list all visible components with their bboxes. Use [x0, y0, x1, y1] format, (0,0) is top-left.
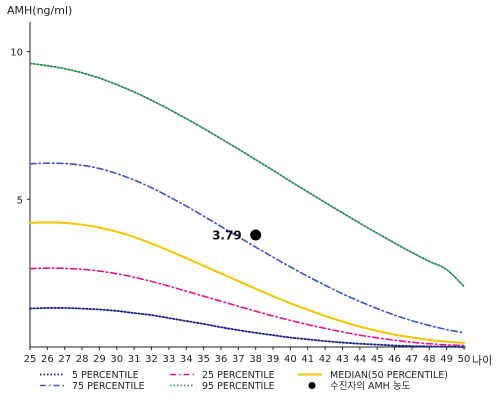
- x-tick-label: 38: [249, 354, 262, 365]
- x-tick-label: 36: [215, 354, 228, 365]
- patient-amh-point: [250, 229, 262, 241]
- legend: 5 PERCENTILE 25 PERCENTILE MEDIAN(50 PERCE…: [40, 370, 448, 392]
- x-axis-title: 나이: [472, 354, 492, 367]
- x-tick-label: 25: [24, 354, 37, 365]
- series-line-1: [29, 267, 465, 347]
- x-tick-label: 29: [93, 354, 106, 365]
- axes: 25 26 27 28 29 30 31 32 33 34 35 36 37 38 39 40 41 42 43 44…: [10, 22, 470, 365]
- x-tick-label: 44: [353, 354, 366, 365]
- x-tick-label: 27: [58, 354, 71, 365]
- x-tick-label: 26: [41, 354, 54, 365]
- legend-marker-label: 수진자의 AMH 농도: [330, 381, 411, 392]
- series-line-0: [29, 307, 465, 348]
- x-tick-label: 30: [110, 354, 123, 365]
- legend-label-4: 95 PERCENTILE: [202, 381, 275, 392]
- x-tick-label: 42: [319, 354, 332, 365]
- y-tick-label: 10: [10, 48, 23, 59]
- x-tick-label: 45: [371, 354, 384, 365]
- x-tick-label: 34: [180, 354, 193, 365]
- x-tick-label: 39: [267, 354, 280, 365]
- x-tick-label: 32: [145, 354, 158, 365]
- series-line-3: [29, 162, 465, 334]
- x-tick-label: 41: [301, 354, 314, 365]
- y-axis-title: AMH(ng/ml): [7, 4, 72, 17]
- x-tick-label: 49: [440, 354, 453, 365]
- x-tick-label: 50: [458, 354, 471, 365]
- series-line-4: [29, 62, 465, 288]
- x-tick-label: 47: [406, 354, 419, 365]
- x-tick-label: 28: [76, 354, 89, 365]
- legend-label-2: MEDIAN(50 PERCENTILE): [330, 370, 448, 381]
- patient-amh-value-label: 3.79: [212, 229, 242, 243]
- x-tick-label: 31: [128, 354, 141, 365]
- x-tick-label: 46: [388, 354, 401, 365]
- series-layer: [29, 62, 465, 348]
- legend-marker-dot: [308, 382, 316, 389]
- marker-layer: 3.79: [212, 229, 262, 243]
- legend-label-1: 25 PERCENTILE: [202, 370, 275, 381]
- x-tick-label: 37: [232, 354, 245, 365]
- legend-label-3: 75 PERCENTILE: [72, 381, 145, 392]
- series-line-2: [29, 221, 465, 344]
- x-tick-label: 40: [284, 354, 297, 365]
- x-tick-label: 35: [197, 354, 210, 365]
- x-tick-label: 43: [336, 354, 349, 365]
- y-tick-label: 5: [17, 195, 23, 206]
- x-tick-label: 33: [163, 354, 176, 365]
- legend-label-0: 5 PERCENTILE: [72, 370, 139, 381]
- x-tick-label: 48: [423, 354, 436, 365]
